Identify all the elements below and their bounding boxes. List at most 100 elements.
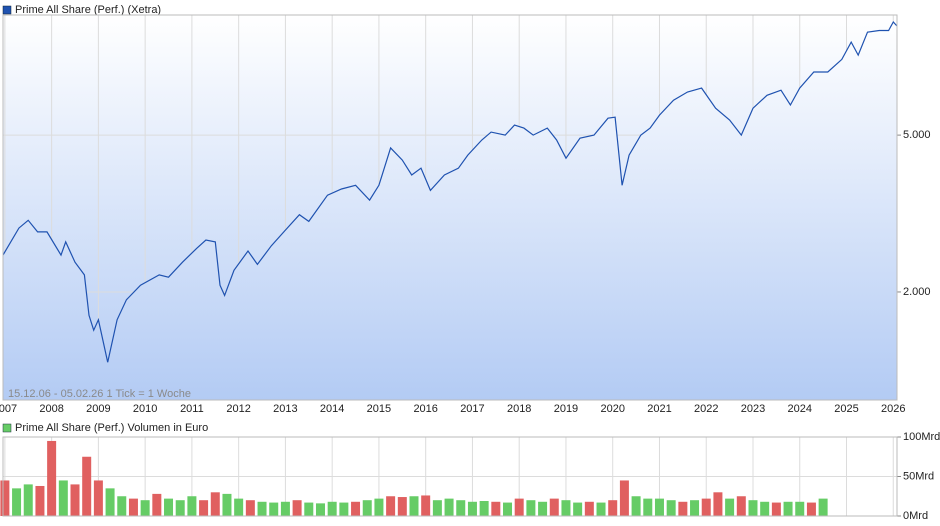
volume-bar bbox=[421, 495, 431, 516]
volume-bar bbox=[351, 501, 361, 516]
volume-bar bbox=[280, 501, 290, 516]
volume-bar bbox=[678, 501, 688, 516]
x-tick-label: 2019 bbox=[554, 403, 578, 415]
x-tick-label: 2011 bbox=[180, 403, 204, 415]
plot-frame bbox=[2, 14, 898, 401]
volume-bar bbox=[199, 500, 209, 516]
volume-bar bbox=[584, 501, 594, 516]
volume-bar bbox=[82, 456, 92, 516]
volume-bar bbox=[292, 500, 302, 516]
volume-bar bbox=[479, 500, 489, 516]
volume-bar bbox=[315, 503, 325, 516]
price-panel: 2007 2008 2009 2010 2011 2012 2013 2014 2015 2016… bbox=[0, 14, 931, 415]
volume-bar bbox=[0, 480, 10, 516]
volume-bar bbox=[771, 502, 781, 516]
x-tick-label: 2024 bbox=[788, 403, 812, 415]
volume-bar bbox=[701, 498, 711, 516]
x-tick-label: 2007 bbox=[0, 403, 17, 415]
volume-bar bbox=[257, 501, 267, 516]
x-tick-label: 2026 bbox=[881, 403, 905, 415]
volume-bar bbox=[58, 480, 68, 516]
volume-bar bbox=[561, 500, 571, 516]
volume-bar bbox=[175, 500, 185, 516]
volume-bar bbox=[619, 480, 629, 516]
area bbox=[3, 22, 897, 400]
y-tick-label: 100Mrd bbox=[903, 431, 940, 443]
volume-bar bbox=[210, 492, 220, 516]
x-tick-label: 2010 bbox=[133, 403, 157, 415]
volume-bar bbox=[187, 496, 197, 516]
x-tick-label: 2023 bbox=[741, 403, 765, 415]
volume-bar bbox=[748, 500, 758, 516]
y-tick-label: 5.000 bbox=[903, 129, 931, 141]
volume-bar bbox=[105, 488, 115, 516]
volume-bar bbox=[596, 502, 606, 516]
volume-bar bbox=[234, 498, 244, 516]
volume-bar bbox=[362, 500, 372, 516]
x-tick-label: 2025 bbox=[834, 403, 858, 415]
volume-bar bbox=[690, 500, 700, 516]
volume-bar bbox=[339, 502, 349, 516]
volume-bar bbox=[549, 498, 559, 516]
x-tick-label: 2016 bbox=[413, 403, 437, 415]
volume-bar bbox=[386, 496, 396, 516]
y-tick-label: 2.000 bbox=[903, 286, 931, 298]
volume-bar bbox=[23, 484, 33, 516]
y-tick-label: 0Mrd bbox=[903, 510, 928, 522]
volume-bar bbox=[93, 480, 103, 516]
volume-bar bbox=[409, 496, 419, 516]
volume-bar bbox=[538, 501, 548, 516]
volume-bar bbox=[374, 498, 384, 516]
volume-bar bbox=[444, 498, 454, 516]
x-tick-label: 2013 bbox=[273, 403, 297, 415]
volume-bar bbox=[304, 502, 314, 516]
volume-bar bbox=[467, 501, 477, 516]
volume-bar bbox=[432, 500, 442, 516]
x-tick-label: 2009 bbox=[86, 403, 110, 415]
legend-swatch bbox=[2, 5, 12, 15]
volume-bar bbox=[222, 493, 232, 516]
volume-bar bbox=[608, 500, 618, 516]
x-tick-label: 2020 bbox=[600, 403, 624, 415]
volume-bar bbox=[327, 501, 337, 516]
volume-bar bbox=[269, 502, 279, 516]
volume-bar bbox=[573, 502, 583, 516]
volume-bar bbox=[806, 502, 816, 516]
volume-bar bbox=[643, 498, 653, 516]
volume-bar bbox=[666, 500, 676, 516]
volume-panel: 0Mrd 50Mrd 100Mrd bbox=[0, 431, 940, 522]
plot-frame bbox=[2, 436, 898, 517]
volume-bar bbox=[795, 501, 805, 516]
volume-bar bbox=[12, 488, 22, 516]
y-tick-label: 50Mrd bbox=[903, 470, 934, 482]
volume-bar bbox=[654, 498, 664, 516]
volume-bar bbox=[456, 500, 466, 516]
volume-bar bbox=[526, 500, 536, 516]
x-tick-label: 2022 bbox=[694, 403, 718, 415]
x-tick-label: 2021 bbox=[647, 403, 671, 415]
legend-label: Prime All Share (Perf.) (Xetra) bbox=[15, 4, 161, 16]
volume-bar bbox=[70, 484, 80, 516]
volume-bar bbox=[152, 493, 162, 516]
price-line bbox=[2, 20, 898, 363]
x-tick-label: 2015 bbox=[367, 403, 391, 415]
legend-label: Prime All Share (Perf.) Volumen in Euro bbox=[15, 422, 208, 434]
volume-bar bbox=[713, 492, 723, 516]
legend-swatch bbox=[2, 423, 12, 433]
volume-bar bbox=[35, 485, 45, 516]
x-tick-label: 2012 bbox=[226, 403, 250, 415]
volume-bar bbox=[736, 496, 746, 516]
volume-bar bbox=[514, 498, 524, 516]
x-tick-label: 2008 bbox=[39, 403, 63, 415]
volume-bar bbox=[128, 498, 138, 516]
volume-bar bbox=[631, 496, 641, 516]
volume-bar bbox=[117, 496, 127, 516]
x-tick-label: 2018 bbox=[507, 403, 531, 415]
volume-bar bbox=[760, 501, 770, 516]
volume-bar bbox=[245, 500, 255, 516]
x-tick-label: 2017 bbox=[460, 403, 484, 415]
volume-bar bbox=[140, 500, 150, 516]
volume-bar bbox=[491, 501, 501, 516]
volume-bar bbox=[503, 502, 513, 516]
